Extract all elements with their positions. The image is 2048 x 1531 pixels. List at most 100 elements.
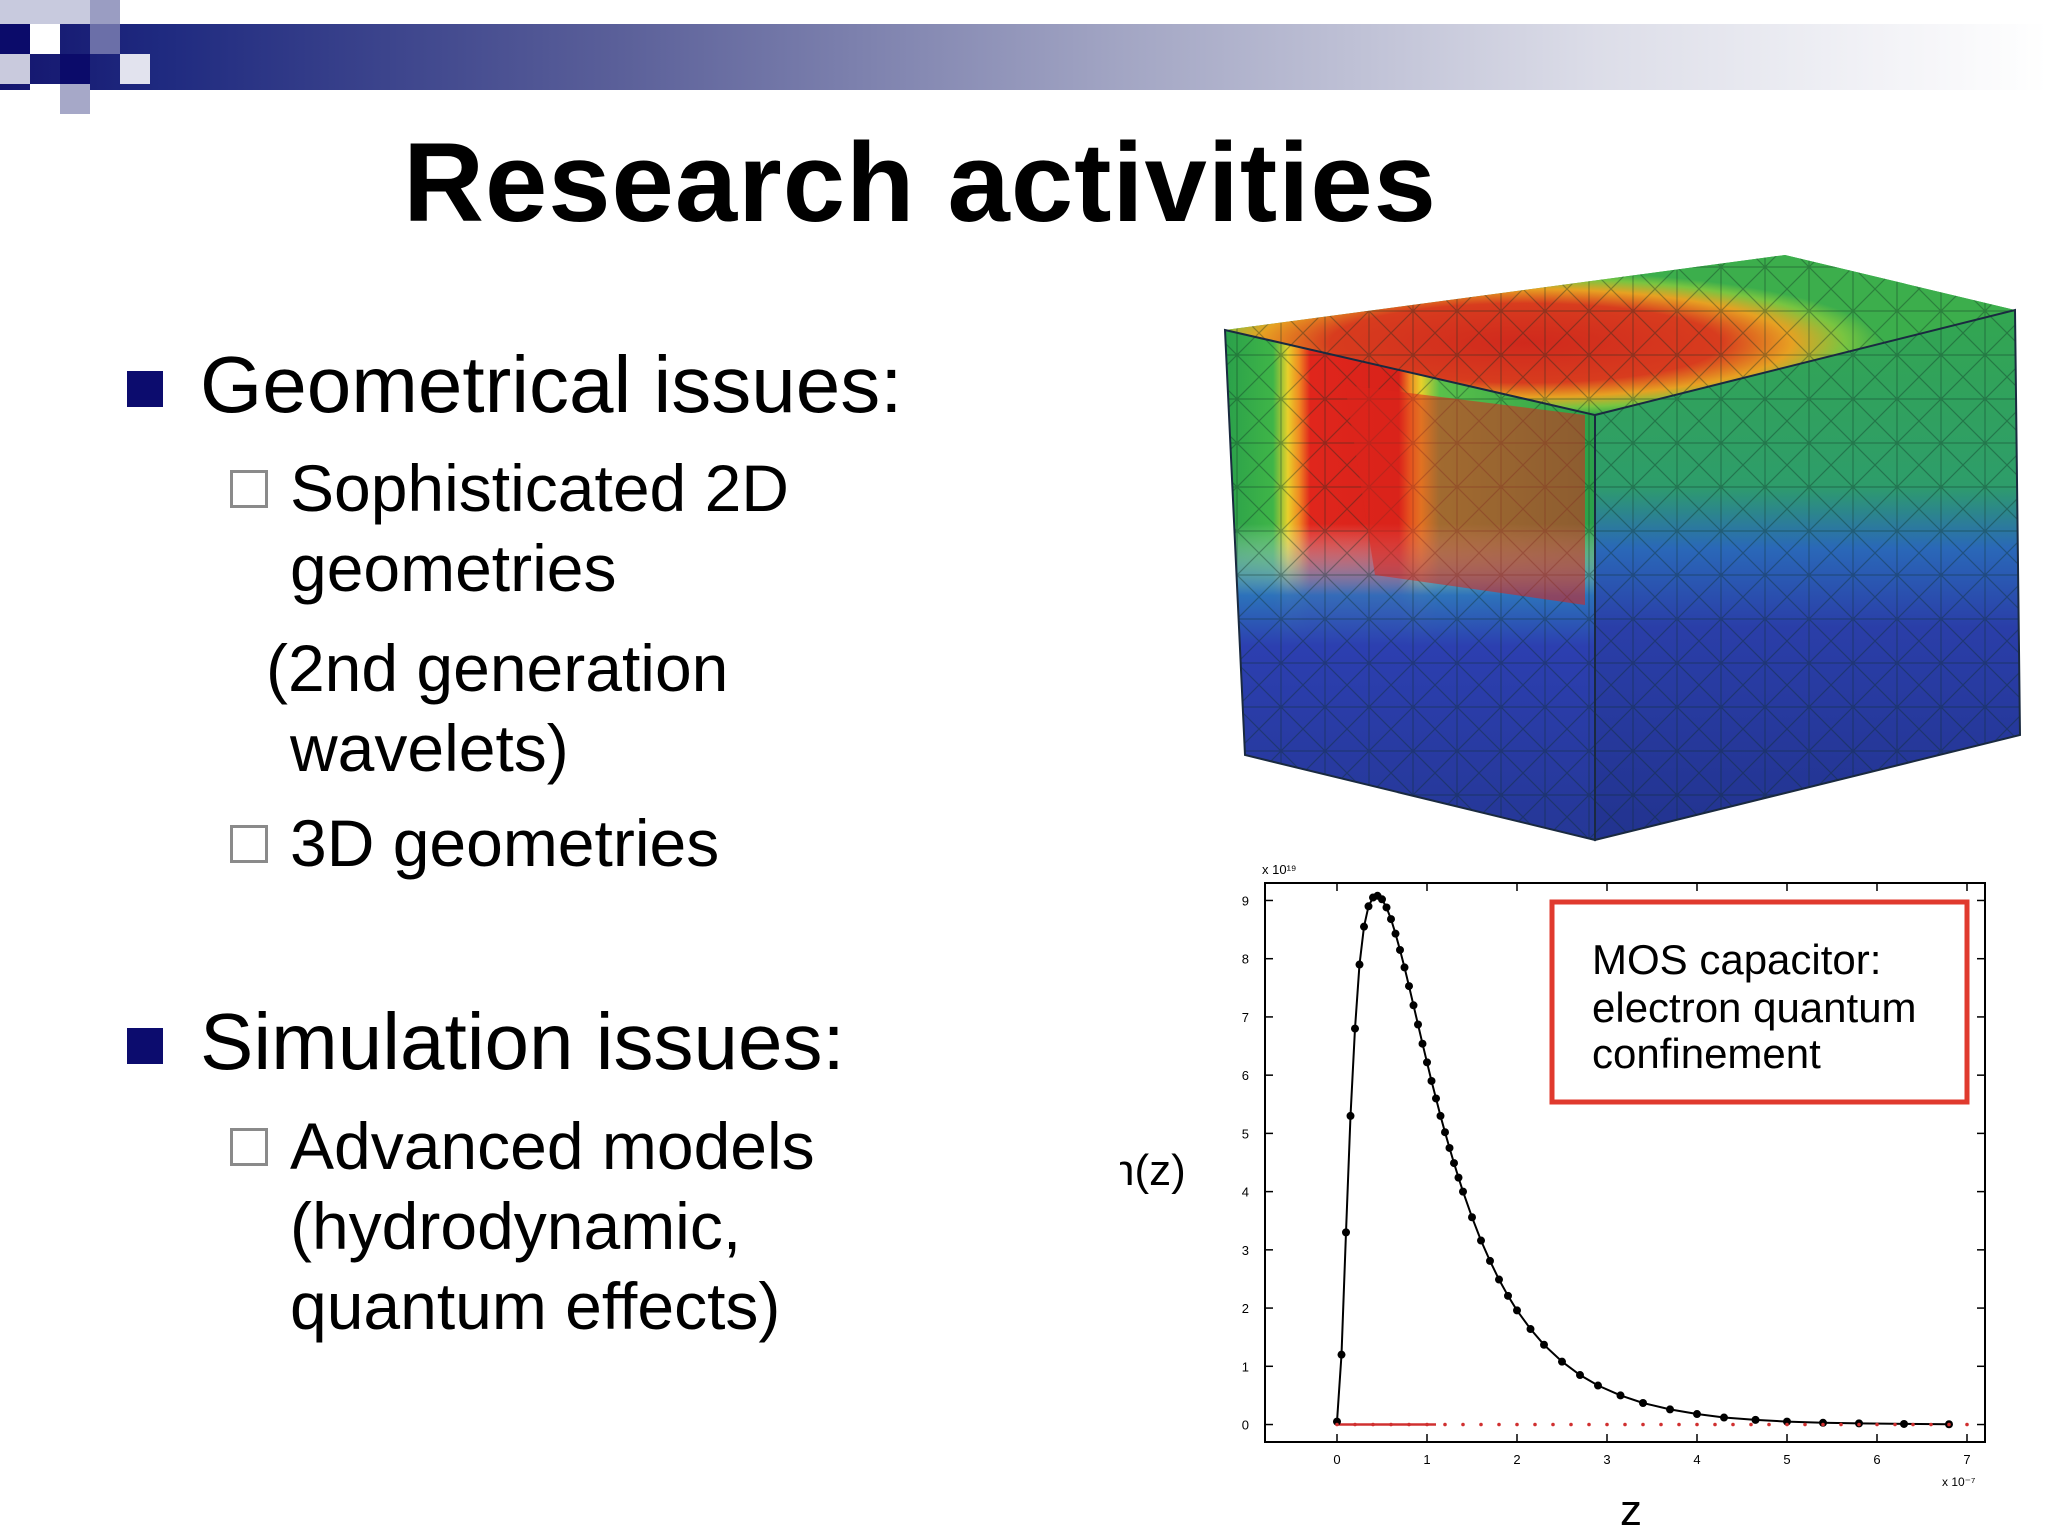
annotation-box [1549,899,1970,1105]
y-tick-label: 6 [1242,1068,1249,1083]
y-tick-label: 5 [1242,1126,1249,1141]
x-tick-label: 1 [1423,1452,1430,1467]
data-point [1783,1417,1791,1426]
data-point [1558,1357,1566,1366]
x-tick-label: 4 [1693,1452,1700,1467]
baseline-point [1551,1422,1555,1427]
baseline-point [1425,1422,1429,1427]
data-point [1432,1094,1440,1103]
data-point [1441,1128,1449,1137]
y-scale-label: x 10¹⁹ [1262,862,1296,877]
data-point [1342,1228,1350,1237]
x-tick-label: 0 [1333,1452,1340,1467]
data-point [1576,1371,1584,1380]
bullet-geometrical-issues: Geometrical issues: [127,345,902,425]
data-point [1355,960,1364,969]
x-tick-label: 5 [1783,1452,1790,1467]
note-line: wavelets) [290,711,569,785]
baseline-point [1731,1422,1735,1427]
data-point [1540,1340,1548,1349]
data-point [1387,915,1395,924]
baseline-point [1497,1422,1501,1427]
data-point [1391,929,1400,938]
bullet-simulation-issues: Simulation issues: [127,1002,845,1082]
baseline-point [1677,1422,1681,1427]
y-axis-ticks: 0 1 2 3 4 5 6 7 8 9 [1242,893,1985,1433]
subitem-line: geometries [290,531,617,605]
slide-title: Research activities [403,120,1437,245]
logo-squares [0,0,160,130]
subitem-2d-geometries: Sophisticated 2D geometries [230,448,789,608]
plot-frame [1264,882,1986,1443]
y-tick-label: 2 [1242,1301,1249,1316]
baseline-point [1767,1422,1771,1427]
data-point [1346,1111,1355,1120]
y-tick-label: 3 [1242,1243,1249,1258]
baseline-point [1785,1422,1789,1427]
baseline-point [1803,1422,1807,1427]
data-point [1450,1159,1458,1168]
header-gradient-bar [0,24,2048,90]
baseline-point [1857,1422,1861,1427]
hollow-square-bullet-icon [230,470,268,508]
x-axis-ticks: 0 1 2 3 4 5 6 7 [1333,883,1971,1467]
baseline-point [1839,1422,1843,1427]
data-point [1693,1410,1701,1419]
bullet-label: Geometrical issues: [200,340,903,429]
baseline-point [1443,1422,1447,1427]
nz-plot: 0 1 2 3 4 5 6 7 8 9 0 1 2 3 4 5 6 7 x 10¹⁹ x 10⁻⁷ n(z) z… [1120,850,2020,1531]
x-tick-label: 7 [1963,1452,1970,1467]
y-tick-label: 0 [1242,1418,1249,1433]
x-axis-label: z [1620,1486,1642,1531]
x-tick-label: 2 [1513,1452,1520,1467]
x-tick-label: 6 [1873,1452,1880,1467]
note-line: (2nd generation [266,631,729,705]
baseline-point [1407,1422,1411,1427]
baseline-point [1947,1422,1951,1427]
data-point [1409,1001,1418,1010]
data-point [1423,1058,1431,1067]
baseline-point [1515,1422,1519,1427]
data-point [1445,1143,1454,1152]
data-point [1594,1381,1602,1390]
y-tick-label: 8 [1242,952,1249,967]
data-point [1616,1391,1625,1400]
baseline-point [1875,1422,1879,1427]
bullet-label: Simulation issues: [200,997,845,1086]
data-point [1418,1039,1427,1048]
data-point [1364,902,1373,911]
data-point [1436,1111,1445,1120]
subitem-line: (hydrodynamic, [290,1189,742,1263]
data-point [1459,1187,1467,1196]
data-point [1504,1291,1512,1300]
baseline-point [1461,1422,1465,1427]
data-point [1454,1173,1463,1182]
x-tick-label: 3 [1603,1452,1610,1467]
baseline-point [1623,1422,1627,1427]
baseline-point [1929,1422,1933,1427]
baseline-point [1353,1422,1357,1427]
hollow-square-bullet-icon [230,825,268,863]
subitem-line: quantum effects) [290,1269,781,1343]
baseline-point [1713,1422,1717,1427]
data-point [1382,903,1391,912]
baseline-point [1335,1422,1339,1427]
data-point [1666,1405,1674,1414]
baseline-point [1965,1422,1969,1427]
subitem-3d-geometries: 3D geometries [230,803,719,883]
baseline-point [1389,1422,1393,1427]
data-point [1495,1275,1503,1284]
data-point [1414,1020,1422,1029]
data-point [1639,1398,1647,1407]
data-point [1900,1419,1908,1428]
data-point [1378,895,1386,904]
square-bullet-icon [127,1028,163,1064]
x-scale-label: x 10⁻⁷ [1942,1475,1975,1489]
baseline-point [1605,1422,1609,1427]
baseline-point [1479,1422,1483,1427]
series-points [1333,891,1969,1429]
annotation-line: electron quantum [1592,984,1917,1031]
data-point [1351,1024,1359,1033]
data-point [1396,945,1404,954]
